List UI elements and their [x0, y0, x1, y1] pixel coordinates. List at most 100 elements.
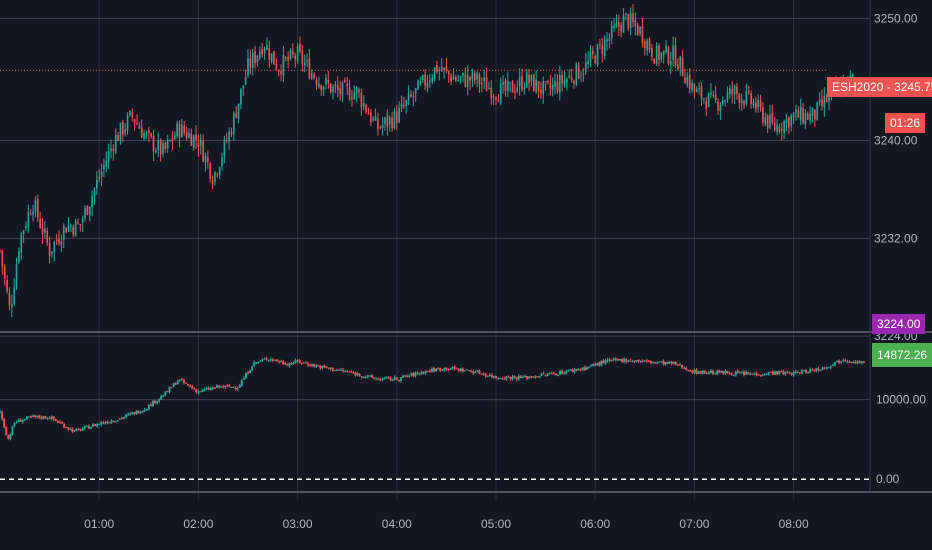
time-tick-label: 04:00 [382, 517, 412, 531]
indicator-bar [705, 373, 708, 375]
candle-body [818, 99, 821, 103]
candle-body [218, 167, 221, 176]
indicator-bar [46, 418, 49, 420]
candle-body [573, 80, 575, 84]
candle-body [622, 15, 625, 33]
indicator-bar [220, 386, 223, 388]
indicator-bar [499, 378, 502, 380]
indicator-bar [862, 361, 865, 363]
indicator-bar [840, 361, 843, 363]
candle-body [58, 239, 60, 244]
candle-body [542, 81, 545, 96]
indicator-bar [765, 374, 768, 376]
candle-body [348, 87, 351, 100]
indicator-bar [621, 358, 624, 362]
indicator-bar [0, 411, 1, 413]
candle-body [327, 79, 330, 84]
candle-body [547, 81, 549, 83]
candle-body [643, 41, 646, 49]
candle-body [329, 83, 332, 93]
time-tick-label: 05:00 [481, 517, 511, 531]
indicator-bar [317, 365, 320, 367]
candle-body [358, 89, 360, 92]
indicator-bar [794, 371, 797, 373]
indicator-bar [309, 364, 312, 367]
candle-body [570, 76, 573, 81]
indicator-bar [356, 373, 359, 376]
indicator-bar [362, 376, 365, 378]
candle-body [121, 122, 124, 135]
candle-body [577, 65, 580, 79]
indicator-bar [519, 376, 522, 378]
indicator-bar [821, 367, 824, 370]
candle-body [825, 97, 828, 102]
candle-body [209, 163, 212, 180]
indicator-bar [687, 370, 690, 372]
candle-body [53, 241, 56, 252]
indicator-bar [129, 413, 132, 415]
indicator-bar [133, 412, 136, 415]
indicator-bar [552, 373, 555, 375]
candle-body [563, 80, 566, 86]
candle-body [39, 218, 41, 228]
candle-body [603, 40, 606, 56]
indicator-bar [571, 369, 574, 372]
indicator-bar [265, 358, 268, 360]
indicator-value-tag: 14872.26 [872, 343, 932, 367]
indicator-bar [515, 377, 518, 380]
indicator-bar [668, 361, 671, 364]
indicator-bar [96, 423, 99, 427]
candle-body [192, 135, 195, 148]
candle-body [173, 135, 176, 140]
candle-body [273, 50, 275, 65]
indicator-bar [319, 365, 322, 369]
indicator-bar [193, 388, 196, 390]
indicator-bar [604, 360, 607, 364]
indicator-bar [306, 363, 309, 366]
indicator-bar [114, 421, 117, 423]
indicator-bar [162, 396, 165, 398]
indicator-bar [482, 373, 485, 375]
indicator-bar [327, 368, 330, 370]
time-tick-label: 03:00 [283, 517, 313, 531]
candle-body [575, 63, 578, 85]
candle-body [410, 94, 412, 97]
indicator-bar [139, 412, 142, 414]
indicator-bar [288, 363, 291, 366]
indicator-bar [296, 359, 299, 362]
candle-body [223, 139, 226, 157]
indicator-bar [521, 376, 524, 378]
indicator-bar [149, 404, 152, 406]
indicator-bar [852, 362, 855, 364]
indicator-bar [379, 379, 382, 381]
candle-body [669, 61, 672, 65]
candle-body [750, 93, 752, 104]
candle-body [315, 79, 318, 86]
indicator-bar [249, 370, 252, 374]
indicator-bar [860, 361, 863, 363]
candle-body [13, 287, 15, 305]
candle-body [55, 239, 58, 241]
candle-body [48, 243, 51, 257]
indicator-bar [716, 370, 719, 375]
indicator-bar [240, 380, 243, 386]
indicator-bar [15, 422, 18, 424]
indicator-bar [672, 362, 675, 364]
indicator-bar [73, 430, 76, 432]
indicator-bar [778, 371, 781, 374]
candle-body [816, 102, 819, 121]
indicator-bar [151, 400, 154, 407]
indicator-bar [714, 373, 717, 375]
candle-body [752, 102, 755, 106]
candle-body [414, 88, 417, 94]
indicator-bar [426, 370, 429, 372]
indicator-bar [433, 368, 436, 372]
indicator-bar [284, 363, 287, 365]
candle-body [523, 87, 526, 90]
indicator-bar [476, 370, 479, 372]
candle-body [695, 88, 698, 93]
indicator-bar [300, 362, 303, 364]
indicator-bar [27, 416, 30, 418]
candle-body [136, 123, 138, 125]
